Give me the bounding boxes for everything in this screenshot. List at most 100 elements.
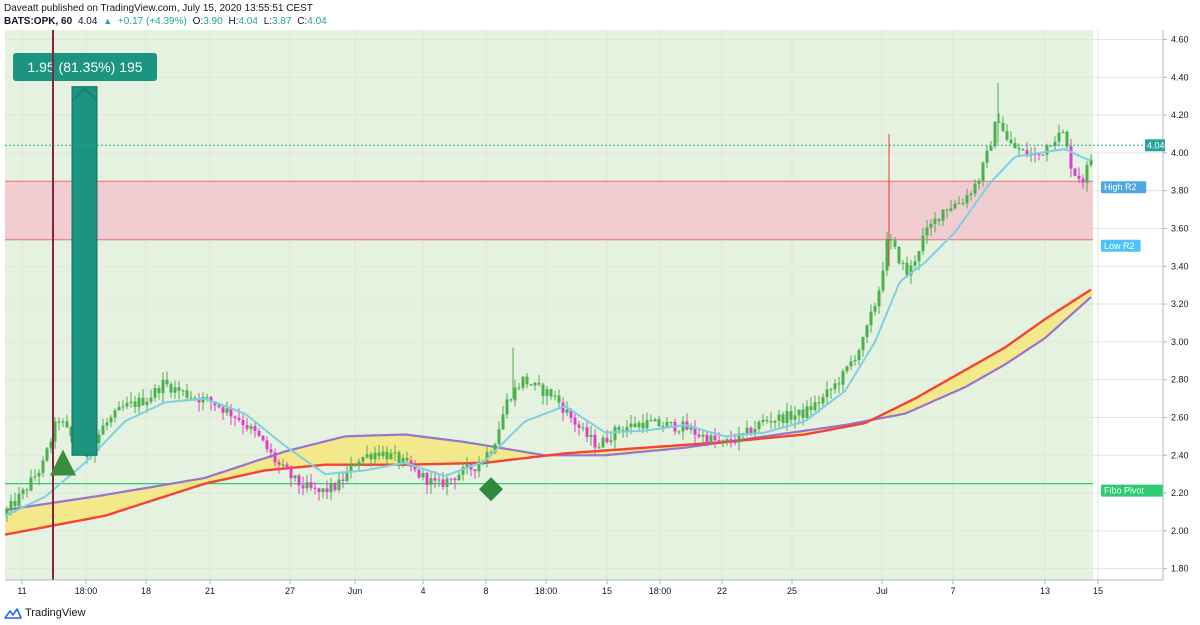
candle: [153, 388, 157, 398]
time-tick-label: 22: [717, 586, 727, 596]
candle: [269, 449, 273, 453]
candle: [397, 452, 401, 463]
symbol-label[interactable]: BATS:OPK, 60: [4, 16, 73, 27]
candle: [1005, 131, 1009, 140]
candle: [221, 407, 225, 413]
candle: [745, 427, 749, 434]
candle: [521, 376, 525, 388]
price-tick-label: 4.00: [1171, 148, 1189, 158]
high-value: 4.04: [238, 16, 258, 27]
up-arrow-icon: ▲: [103, 16, 113, 26]
candle: [437, 479, 441, 481]
candle: [985, 150, 989, 163]
candle: [1001, 122, 1005, 132]
candle: [357, 461, 361, 467]
candle: [1057, 132, 1061, 142]
candle: [605, 437, 609, 443]
candle: [345, 471, 349, 481]
tradingview-logo[interactable]: TradingView: [4, 607, 86, 619]
price-tick-label: 2.00: [1171, 526, 1189, 536]
candle: [941, 209, 945, 221]
candle: [765, 419, 769, 422]
candle: [497, 429, 501, 445]
fast-ma-line: [4, 148, 1092, 517]
attribution-text: Daveatt published on TradingView.com, Ju…: [4, 3, 313, 14]
candle: [401, 457, 405, 463]
candle: [293, 475, 297, 479]
candle: [305, 482, 309, 489]
candle: [309, 482, 313, 488]
candle: [641, 422, 645, 429]
r2-zone: [5, 181, 1093, 240]
candle: [529, 384, 533, 386]
price-tick-label: 2.80: [1171, 375, 1189, 385]
candle: [65, 421, 69, 428]
candle: [661, 426, 665, 428]
candle: [181, 390, 185, 392]
candle: [865, 325, 869, 338]
candle: [165, 379, 169, 385]
candle: [341, 479, 345, 481]
candle: [569, 409, 573, 418]
candle: [693, 427, 697, 435]
candle: [461, 466, 465, 475]
candle: [773, 420, 777, 423]
candle: [517, 387, 521, 389]
candle: [261, 435, 265, 441]
candle: [289, 468, 293, 479]
candle: [841, 371, 845, 385]
candle: [777, 414, 781, 421]
open-value: 3.90: [203, 16, 223, 27]
candle: [645, 420, 649, 429]
candle: [433, 478, 437, 481]
time-tick-label: 27: [285, 586, 295, 596]
price-chart[interactable]: 1.95 (81.35%) 195 High R2 Low R2 Fibo Pivot…: [0, 0, 1200, 603]
candle: [697, 434, 701, 437]
candle: [805, 406, 809, 418]
price-tick-label: 3.80: [1171, 186, 1189, 196]
candle: [509, 399, 513, 401]
candle: [573, 417, 577, 425]
price-tick-label: 4.60: [1171, 34, 1189, 44]
time-tick-label: Jun: [348, 586, 363, 596]
candle: [833, 383, 837, 390]
candle: [853, 360, 857, 362]
candle: [133, 401, 137, 407]
candle: [225, 408, 229, 413]
candle: [1049, 145, 1053, 147]
candle: [921, 235, 925, 252]
candle: [925, 227, 929, 236]
time-tick-label: 13: [1040, 586, 1050, 596]
candle: [69, 427, 73, 437]
candle: [117, 407, 121, 411]
candle: [97, 434, 101, 443]
level-tag: [1101, 239, 1141, 252]
candle: [797, 409, 801, 416]
open-label: O:: [192, 16, 204, 27]
candle: [621, 429, 625, 431]
candle: [733, 441, 737, 443]
low-value: 3.87: [272, 16, 292, 27]
candle: [997, 121, 1001, 123]
candle: [141, 397, 145, 406]
candle: [981, 162, 985, 181]
candle: [681, 421, 685, 432]
candle: [121, 406, 125, 408]
candle: [801, 409, 805, 418]
candle: [789, 411, 793, 420]
candle: [253, 426, 257, 431]
candle: [405, 457, 409, 461]
candle: [281, 464, 285, 466]
candle: [161, 379, 165, 394]
candle: [1009, 139, 1013, 144]
time-tick-label: 18: [141, 586, 151, 596]
tradingview-logo-icon: [4, 608, 22, 619]
last-price-tag-text: 4.04: [1147, 140, 1165, 150]
candle: [157, 388, 161, 394]
candle: [377, 452, 381, 457]
candle: [609, 440, 613, 443]
close-label: C:: [297, 16, 308, 27]
footer: TradingView: [0, 603, 1200, 625]
candle: [677, 431, 681, 433]
last-price-tag: [1145, 139, 1165, 152]
